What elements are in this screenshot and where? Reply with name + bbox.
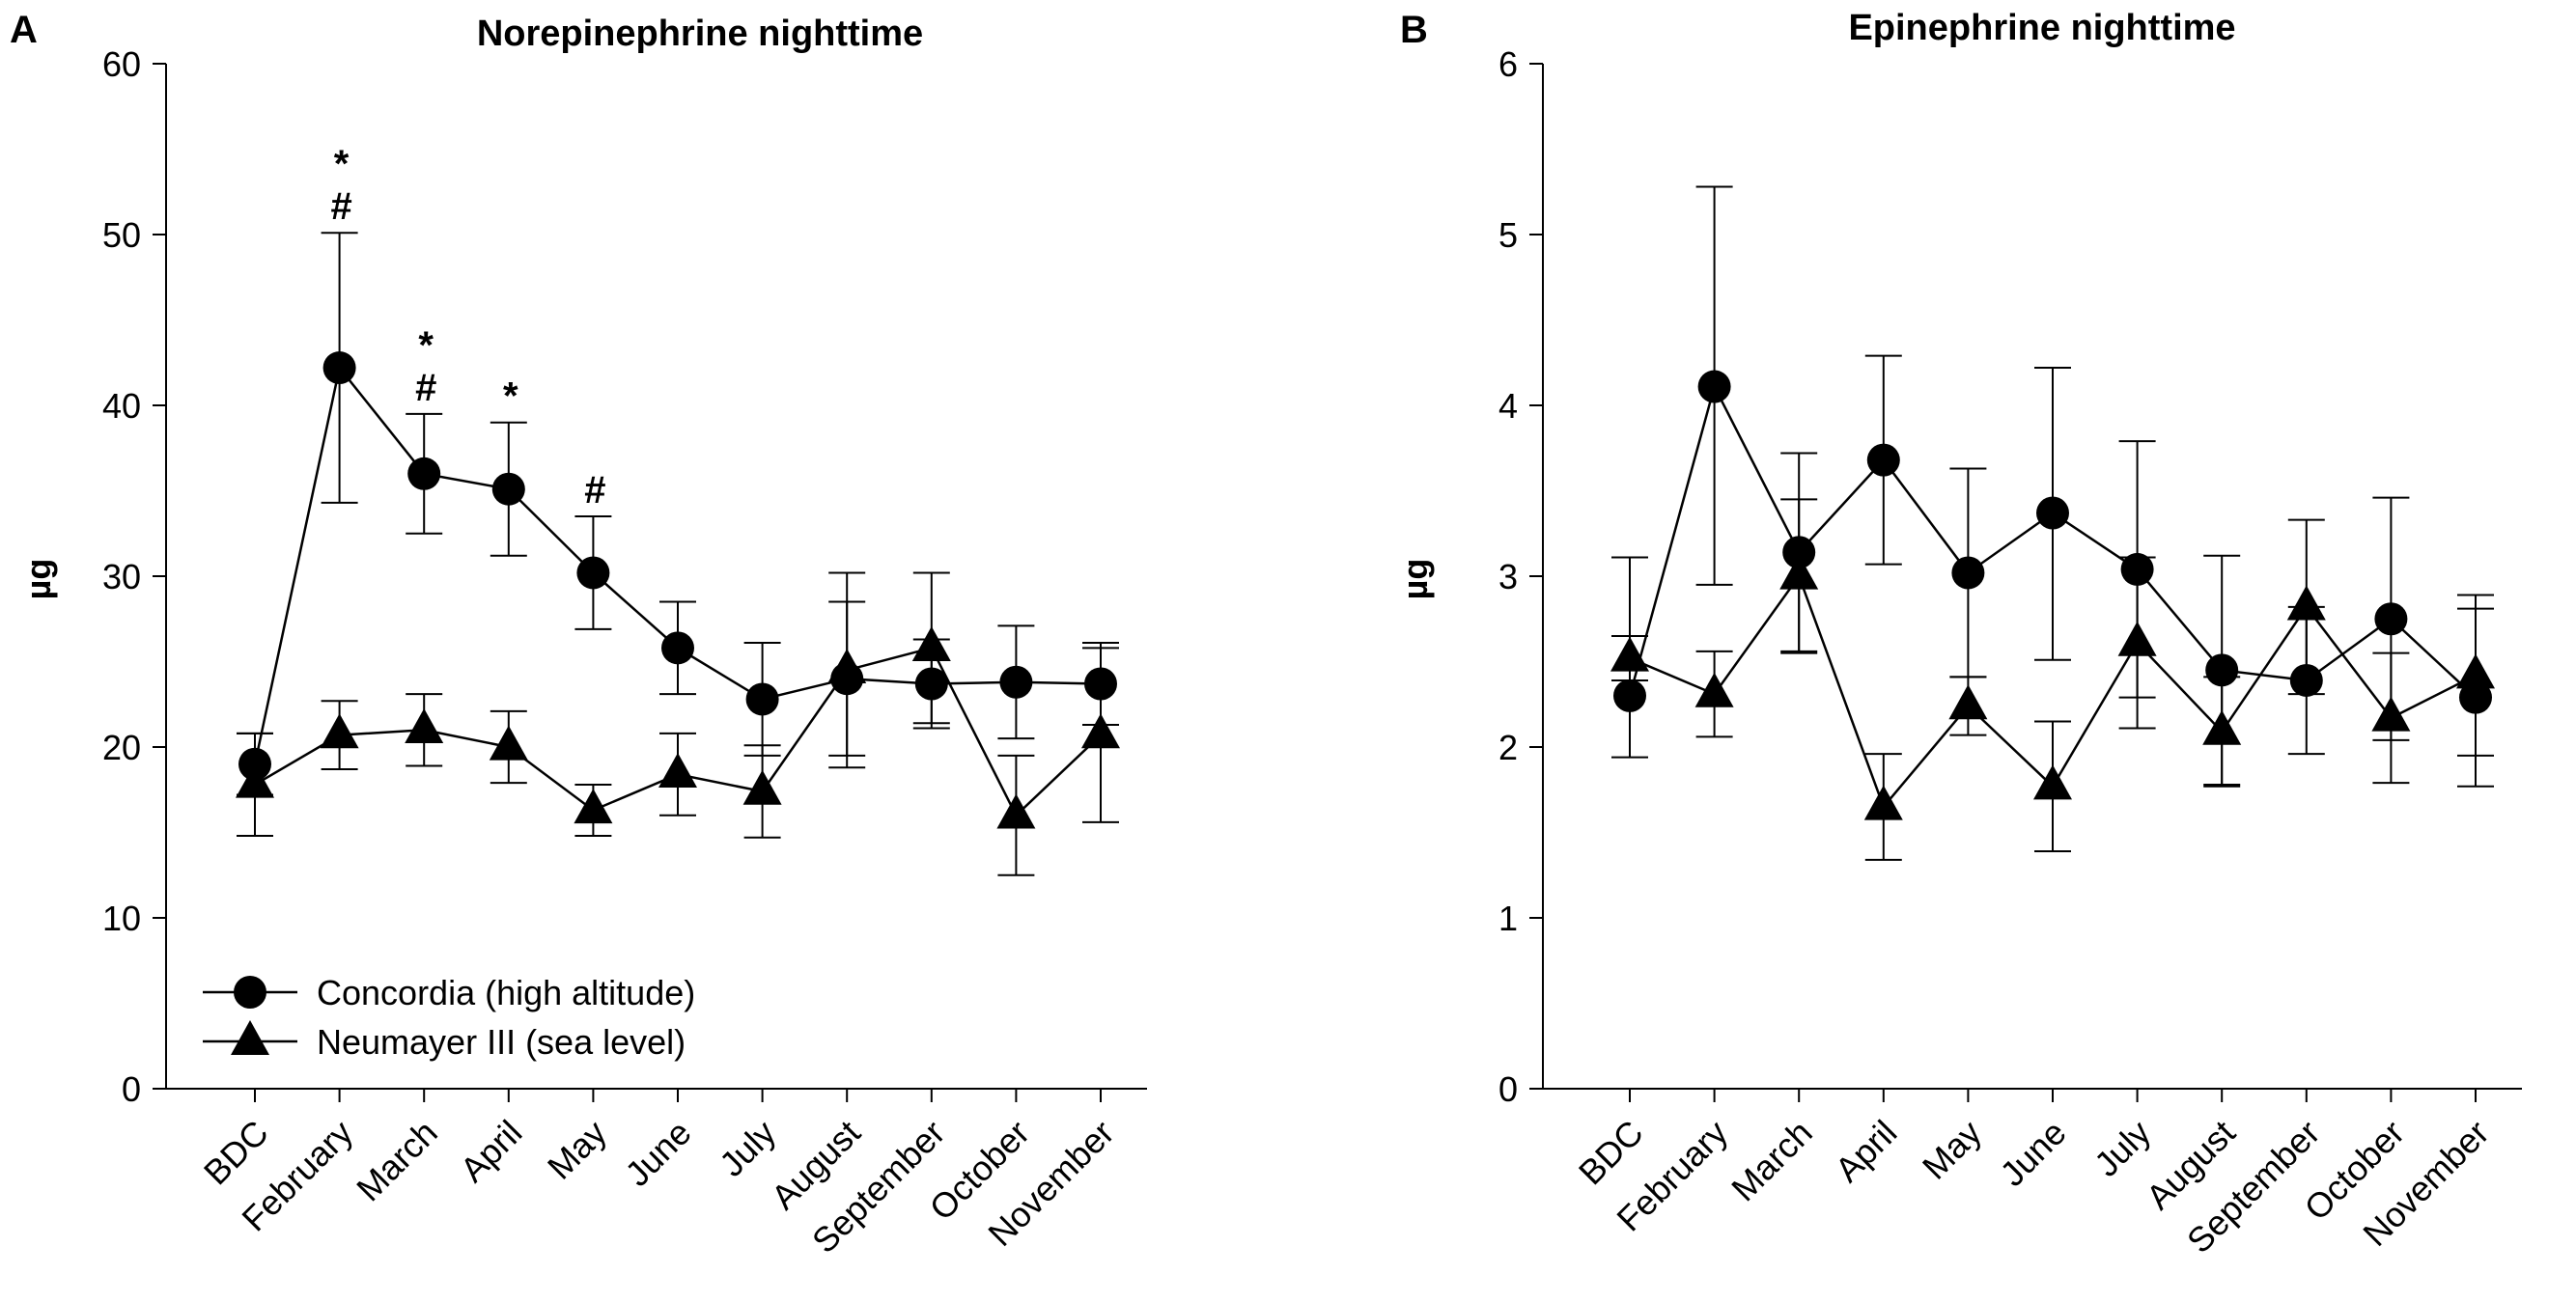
panel-a-significance-mark: * xyxy=(334,143,350,185)
panel-b-triangle-point xyxy=(1779,554,1819,590)
panel-a-triangle-point xyxy=(996,793,1036,829)
panel-b-y-tick-label: 5 xyxy=(1498,215,1518,255)
panel-a-triangle-point xyxy=(405,707,444,743)
panel-a-legend: Concordia (high altitude) Neumayer III (s… xyxy=(203,973,695,1062)
panel-a-y-tick-label: 10 xyxy=(102,899,141,938)
panel-b-triangle-point xyxy=(2286,585,2326,621)
panel-b-y-tick-label: 0 xyxy=(1498,1069,1518,1109)
panel-b-triangle-point xyxy=(1610,636,1649,672)
panel-a-circle-point xyxy=(999,665,1033,699)
panel-a-significance-mark: * xyxy=(418,324,434,367)
panel-a-y-tick-label: 50 xyxy=(102,215,141,255)
panel-a-circle-point xyxy=(661,631,694,665)
panel-b-circle-point xyxy=(1951,556,1985,590)
panel-a-significance-mark: # xyxy=(330,185,351,228)
legend-label: Neumayer III (sea level) xyxy=(317,1022,686,1062)
panel-a-triangle-point xyxy=(658,753,697,788)
panel-a-significance-mark: # xyxy=(415,367,436,409)
legend-triangle-marker xyxy=(231,1020,269,1055)
panel-a-triangle-point xyxy=(320,713,359,749)
panel-b-x-tick-label: July xyxy=(2086,1113,2158,1184)
panel-a-y-tick-label: 40 xyxy=(102,386,141,426)
panel-b-y-tick-label: 1 xyxy=(1498,899,1518,938)
panel-a-circle-point xyxy=(322,351,356,385)
panel-a-x-tick-label: March xyxy=(349,1113,445,1209)
panel-b-circle-point xyxy=(1613,679,1646,712)
panel-b-triangle-point xyxy=(2033,764,2072,800)
panel-b-triangle-point xyxy=(1694,672,1734,707)
panel-a-letter: A xyxy=(10,9,38,51)
panel-b-y-tick-label: 4 xyxy=(1498,386,1518,426)
panel-b-circle-point xyxy=(1697,370,1731,403)
panel-a-y-tick-label: 30 xyxy=(102,557,141,596)
panel-a-y-tick-label: 0 xyxy=(122,1069,141,1109)
panel-b-title: Epinephrine nighttime xyxy=(1848,8,2235,48)
panel-a-y-tick-label: 20 xyxy=(102,728,141,767)
panel-a-triangle-point xyxy=(911,626,951,662)
panel-b-y-tick-label: 6 xyxy=(1498,44,1518,84)
panel-b-triangle-point xyxy=(1948,684,1988,720)
legend-label: Concordia (high altitude) xyxy=(317,973,695,1012)
panel-a-circle-point xyxy=(491,472,525,506)
panel-a-triangle-point xyxy=(827,649,867,684)
panel-a-x-tick-label: May xyxy=(540,1113,614,1187)
panel-b-y-tick-label: 2 xyxy=(1498,728,1518,767)
panel-b-triangle-point xyxy=(2117,621,2157,656)
panel-a-triangle-point xyxy=(742,769,782,805)
panel-a-circle-point xyxy=(407,457,441,490)
panel-a-triangle-point xyxy=(1081,713,1120,749)
panel-b-y-axis-label: µg xyxy=(1395,559,1435,600)
legend-circle-marker xyxy=(234,976,266,1009)
panel-a-x-tick-label: April xyxy=(453,1113,530,1190)
panel-b-circle-point xyxy=(2374,602,2408,636)
panel-b-x-tick-label: May xyxy=(1915,1113,1989,1187)
panel-a-significance-mark: # xyxy=(584,469,605,512)
panel-a-x-tick-label: June xyxy=(617,1113,698,1194)
panel-b-letter: B xyxy=(1400,9,1428,51)
panel-a-title: Norepinephrine nighttime xyxy=(477,14,923,54)
panel-a-significance-mark: * xyxy=(503,375,518,418)
panel-a-triangle-point xyxy=(574,789,613,824)
panel-b-x-tick-label: March xyxy=(1723,1113,1820,1209)
panel-b-circle-point xyxy=(1866,443,1900,477)
panel-b-y-tick-label: 3 xyxy=(1498,557,1518,596)
panel-a-x-tick-label: July xyxy=(712,1113,783,1184)
panel-b-circle-point xyxy=(2036,496,2069,530)
panel-b-triangle-point xyxy=(2202,709,2242,745)
panel-a-triangle-point xyxy=(236,762,274,798)
panel-b-x-tick-label: April xyxy=(1828,1113,1905,1190)
panel-a-circle-point xyxy=(576,556,610,590)
panel-b-triangle-point xyxy=(1863,785,1903,820)
panel-a-triangle-point xyxy=(489,725,528,761)
panel-b-circle-point xyxy=(2205,653,2239,687)
panel-b-triangle-point xyxy=(2456,653,2495,689)
panel-a-series-line xyxy=(253,365,1102,764)
panel-b-x-tick-label: June xyxy=(1992,1113,2073,1194)
panel-b-triangle-point xyxy=(2371,696,2411,732)
panel-a-y-axis-label: µg xyxy=(18,559,58,600)
panel-a-y-tick-label: 60 xyxy=(102,44,141,84)
panel-a-circle-point xyxy=(745,682,779,716)
